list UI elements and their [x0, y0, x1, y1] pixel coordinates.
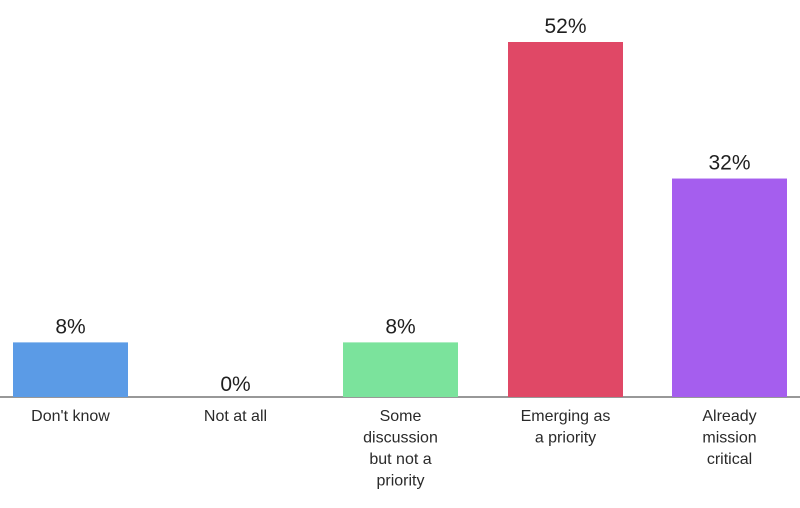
bar-3 [508, 42, 623, 397]
value-labels-group: 8% 0% 8% 52% 32% [55, 15, 750, 396]
category-label-line: priority [376, 473, 424, 490]
category-label-1: Not at all [204, 408, 267, 425]
category-label-line: Some [380, 408, 422, 425]
category-label-line: a priority [535, 430, 596, 447]
category-label-line: mission [702, 430, 756, 447]
category-labels-group: Don't know Not at all Some discussion but no… [31, 408, 756, 490]
category-label-4: Already mission critical [702, 408, 756, 468]
value-label-3: 52% [544, 15, 586, 38]
bar-4 [672, 178, 787, 397]
value-label-2: 8% [385, 315, 415, 338]
bar-0 [13, 342, 128, 397]
value-label-1: 0% [220, 373, 250, 396]
category-label-line: but not a [369, 451, 431, 468]
category-label-0: Don't know [31, 408, 110, 425]
category-label-line: Already [702, 408, 756, 425]
category-label-line: Emerging as [521, 408, 611, 425]
category-label-line: critical [707, 451, 752, 468]
category-label-line: Not at all [204, 408, 267, 425]
category-label-line: Don't know [31, 408, 110, 425]
bars-group [13, 42, 787, 397]
bar-2 [343, 342, 458, 397]
category-label-3: Emerging as a priority [521, 408, 611, 447]
category-label-2: Some discussion but not a priority [363, 408, 438, 490]
value-label-0: 8% [55, 315, 85, 338]
category-label-line: discussion [363, 430, 438, 447]
value-label-4: 32% [708, 152, 750, 175]
